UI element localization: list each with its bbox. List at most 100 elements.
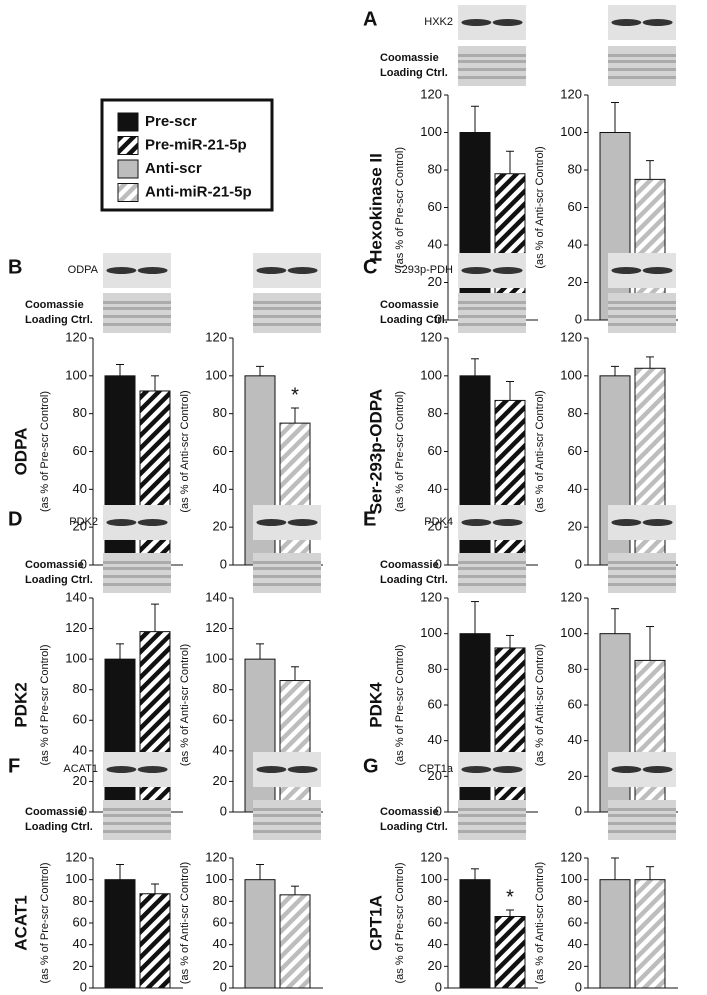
blot-stripe bbox=[458, 830, 526, 833]
panel-letter: B bbox=[8, 256, 22, 278]
y-tick-label: 120 bbox=[420, 849, 442, 864]
legend-swatch bbox=[117, 112, 139, 132]
loading-blot bbox=[608, 553, 676, 593]
y-tick-label: 60 bbox=[428, 696, 442, 711]
loading-label: Coomassie bbox=[380, 559, 439, 571]
y-tick-label: 60 bbox=[73, 443, 87, 458]
y-tick-label: 20 bbox=[568, 958, 582, 973]
loading-label: Coomassie bbox=[25, 299, 84, 311]
y-tick-label: 0 bbox=[575, 803, 582, 818]
blot-band bbox=[106, 519, 137, 526]
blot-stripe bbox=[608, 561, 676, 564]
blot-stripe bbox=[458, 583, 526, 586]
y-tick-label: 100 bbox=[205, 651, 227, 666]
y-tick-label: 80 bbox=[73, 681, 87, 696]
blot-band bbox=[287, 519, 318, 526]
bar bbox=[599, 879, 631, 989]
y-axis-label: (as % of Anti-scr Control) bbox=[534, 862, 546, 984]
panel-title: ACAT1 bbox=[11, 895, 30, 950]
blot-band bbox=[611, 19, 642, 26]
y-axis-label: (as % of Pre-scr Control) bbox=[39, 644, 51, 765]
y-tick-label: 120 bbox=[560, 589, 582, 604]
y-tick-label: 20 bbox=[213, 958, 227, 973]
y-tick-label: 80 bbox=[428, 661, 442, 676]
blot-stripe bbox=[253, 808, 321, 811]
y-tick-label: 120 bbox=[560, 329, 582, 344]
blot-label: PDK2 bbox=[69, 516, 98, 528]
significance-marker: * bbox=[291, 384, 299, 406]
blot-stripe bbox=[608, 822, 676, 825]
y-tick-label: 80 bbox=[428, 161, 442, 176]
blot-stripe bbox=[458, 822, 526, 825]
blot-stripe bbox=[608, 60, 676, 63]
blot-band bbox=[611, 766, 642, 773]
y-axis-label: (as % of Pre-scr Control) bbox=[394, 644, 406, 765]
y-tick-label: 60 bbox=[568, 914, 582, 929]
legend-swatch bbox=[117, 159, 139, 179]
bar bbox=[244, 879, 276, 989]
panel-title: Hexokinase II bbox=[366, 153, 385, 262]
blot-stripe bbox=[608, 808, 676, 811]
y-tick-label: 0 bbox=[435, 979, 442, 994]
blot-stripe bbox=[458, 54, 526, 57]
blot-label: S293p-PDH bbox=[394, 264, 453, 276]
significance-marker: * bbox=[506, 886, 514, 908]
loading-label: Loading Ctrl. bbox=[25, 314, 93, 326]
blot-band bbox=[137, 267, 168, 274]
y-tick-label: 40 bbox=[568, 481, 582, 496]
y-tick-label: 20 bbox=[568, 768, 582, 783]
y-tick-label: 120 bbox=[65, 620, 87, 635]
y-tick-label: 100 bbox=[205, 871, 227, 886]
blot-stripe bbox=[458, 76, 526, 79]
blot-label: HXK2 bbox=[424, 16, 453, 28]
y-tick-label: 20 bbox=[428, 519, 442, 534]
y-tick-label: 0 bbox=[220, 803, 227, 818]
y-tick-label: 140 bbox=[65, 589, 87, 604]
panel-letter: E bbox=[363, 508, 376, 530]
blot-band bbox=[492, 19, 523, 26]
y-axis-label: (as % of Pre-scr Control) bbox=[39, 391, 51, 512]
y-tick-label: 60 bbox=[213, 914, 227, 929]
y-tick-label: 100 bbox=[65, 651, 87, 666]
y-tick-label: 0 bbox=[80, 803, 87, 818]
y-tick-label: 120 bbox=[420, 86, 442, 101]
blot-stripe bbox=[458, 307, 526, 310]
y-tick-label: 40 bbox=[568, 236, 582, 251]
loading-blot bbox=[103, 293, 171, 333]
blot-stripe bbox=[458, 68, 526, 71]
panel-letter: D bbox=[8, 508, 22, 530]
blot-band bbox=[611, 519, 642, 526]
blot-band bbox=[287, 766, 318, 773]
y-tick-label: 40 bbox=[428, 236, 442, 251]
loading-blot bbox=[608, 800, 676, 840]
panel-letter: F bbox=[8, 755, 20, 777]
blot-stripe bbox=[253, 323, 321, 326]
y-tick-label: 80 bbox=[568, 893, 582, 908]
blot-band bbox=[461, 766, 492, 773]
y-tick-label: 40 bbox=[213, 742, 227, 757]
y-tick-label: 20 bbox=[568, 274, 582, 289]
blot-band bbox=[137, 519, 168, 526]
y-tick-label: 80 bbox=[213, 893, 227, 908]
loading-blot bbox=[458, 553, 526, 593]
blot-stripe bbox=[253, 301, 321, 304]
blot-stripe bbox=[458, 575, 526, 578]
y-tick-label: 60 bbox=[428, 914, 442, 929]
loading-blot bbox=[253, 293, 321, 333]
y-tick-label: 0 bbox=[575, 979, 582, 994]
y-tick-label: 100 bbox=[560, 871, 582, 886]
y-tick-label: 20 bbox=[213, 773, 227, 788]
legend-label: Pre-scr bbox=[145, 113, 197, 130]
y-tick-label: 120 bbox=[205, 620, 227, 635]
y-axis-label: (as % of Pre-scr Control) bbox=[394, 147, 406, 268]
y-tick-label: 100 bbox=[560, 367, 582, 382]
y-tick-label: 100 bbox=[420, 625, 442, 640]
y-tick-label: 80 bbox=[73, 893, 87, 908]
y-axis-label: (as % of Pre-scr Control) bbox=[394, 862, 406, 983]
blot-stripe bbox=[458, 301, 526, 304]
y-tick-label: 40 bbox=[428, 481, 442, 496]
y-tick-label: 60 bbox=[213, 443, 227, 458]
loading-label: Coomassie bbox=[25, 806, 84, 818]
y-tick-label: 0 bbox=[435, 311, 442, 326]
blot-stripe bbox=[458, 808, 526, 811]
